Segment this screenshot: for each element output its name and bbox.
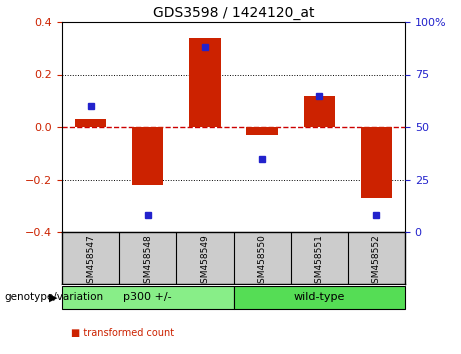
Text: GSM458548: GSM458548 <box>143 235 152 289</box>
Bar <box>189 38 221 127</box>
Text: GSM458547: GSM458547 <box>86 235 95 289</box>
Bar <box>62 286 234 309</box>
Bar <box>303 96 335 127</box>
Title: GDS3598 / 1424120_at: GDS3598 / 1424120_at <box>153 6 314 19</box>
Text: GSM458552: GSM458552 <box>372 235 381 289</box>
Text: wild-type: wild-type <box>294 292 345 303</box>
Bar <box>246 127 278 135</box>
Text: GSM458551: GSM458551 <box>315 235 324 290</box>
Bar <box>132 127 164 185</box>
Text: p300 +/-: p300 +/- <box>124 292 172 303</box>
Bar <box>75 119 106 127</box>
Text: ▶: ▶ <box>49 292 57 303</box>
Text: GSM458550: GSM458550 <box>258 235 266 290</box>
Text: ■ transformed count: ■ transformed count <box>71 328 174 338</box>
Text: genotype/variation: genotype/variation <box>5 292 104 303</box>
Text: GSM458549: GSM458549 <box>201 235 209 289</box>
Bar <box>361 127 392 198</box>
Bar <box>234 286 405 309</box>
